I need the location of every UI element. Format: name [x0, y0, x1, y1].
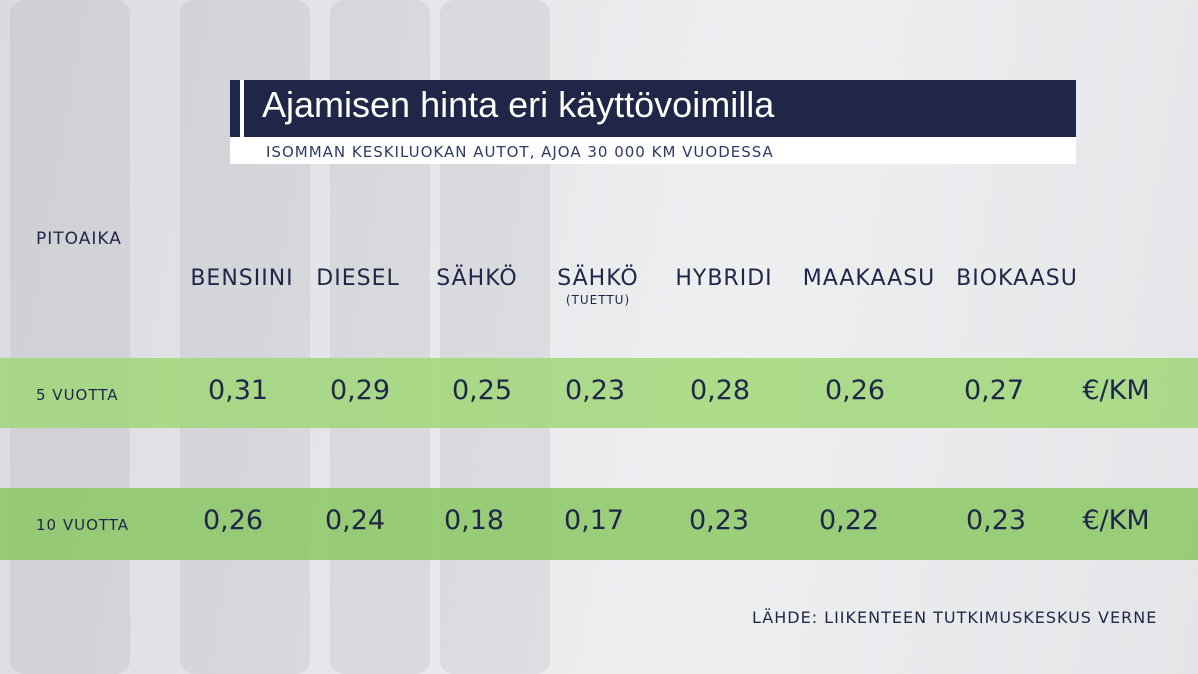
cell-value: 0,26	[824, 375, 886, 406]
cell-value: 0,25	[451, 375, 513, 406]
column-header: SÄHKÖ	[557, 266, 639, 291]
column-header: DIESEL	[316, 266, 400, 291]
column-note: (TUETTU)	[565, 293, 631, 307]
row-header: PITOAIKA	[36, 229, 122, 249]
cell-value: 0,17	[563, 505, 625, 536]
title-bar	[230, 80, 1076, 137]
row-band	[0, 358, 1198, 428]
unit-label: €/KM	[1082, 375, 1150, 406]
cell-value: 0,24	[324, 505, 386, 536]
column-header: BIOKAASU	[956, 266, 1078, 291]
row-label: 5 VUOTTA	[36, 386, 119, 404]
cell-value: 0,22	[818, 505, 880, 536]
cell-value: 0,31	[207, 375, 269, 406]
source: LÄHDE: LIIKENTEEN TUTKIMUSKESKUS VERNE	[752, 608, 1158, 627]
cell-value: 0,23	[965, 505, 1027, 536]
column-header: BENSIINI	[190, 266, 294, 291]
column-header: SÄHKÖ	[436, 266, 518, 291]
cell-value: 0,23	[564, 375, 626, 406]
row-band	[0, 488, 1198, 560]
column-header: MAAKAASU	[802, 266, 936, 291]
cell-value: 0,27	[963, 375, 1025, 406]
background-pump	[10, 0, 130, 674]
row-label: 10 VUOTTA	[36, 516, 130, 534]
cell-value: 0,28	[689, 375, 751, 406]
subtitle: ISOMMAN KESKILUOKAN AUTOT, AJOA 30 000 K…	[266, 143, 774, 161]
column-header: HYBRIDI	[675, 266, 773, 291]
unit-label: €/KM	[1082, 505, 1150, 536]
cell-value: 0,29	[329, 375, 391, 406]
title: Ajamisen hinta eri käyttövoimilla	[262, 84, 775, 125]
cell-value: 0,18	[443, 505, 505, 536]
subtitle-bar	[230, 137, 1076, 164]
cell-value: 0,23	[688, 505, 750, 536]
cell-value: 0,26	[202, 505, 264, 536]
